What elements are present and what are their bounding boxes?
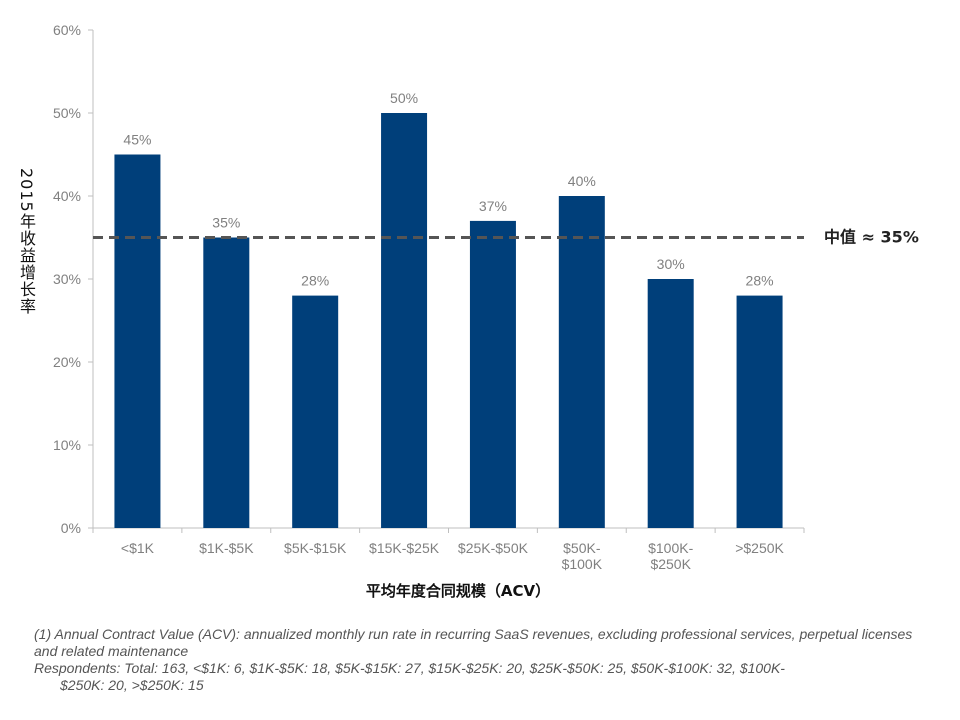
x-axis-title: 平均年度合同规模（ACV） — [366, 582, 550, 600]
y-tick-label: 60% — [53, 22, 81, 38]
footnotes: (1) Annual Contract Value (ACV): annuali… — [34, 626, 934, 694]
x-category-label: $25K-$50K — [458, 540, 529, 556]
y-tick-label: 10% — [53, 437, 81, 453]
x-category-label: $1K-$5K — [199, 540, 254, 556]
bar-data-label: 45% — [123, 132, 151, 148]
bar — [647, 279, 694, 528]
data-labels: 45% 35% 28% 50% 37% 40% 30% 28% — [123, 90, 773, 289]
y-axis-title: 2015年收益增长率 — [17, 168, 36, 315]
bar — [736, 295, 783, 528]
bar — [292, 295, 339, 528]
bar-data-label: 30% — [657, 256, 685, 272]
bars — [114, 113, 783, 528]
median-label: 中值 ≈ 35% — [824, 228, 919, 247]
y-tick-label: 20% — [53, 354, 81, 370]
y-axis: 0% 10% 20% 30% 40% 50% 60% — [53, 22, 94, 536]
bar-chart: 0% 10% 20% 30% 40% 50% 60% <$1K $1K-$5K $5K-$15K… — [53, 22, 919, 600]
y-tick-label: 50% — [53, 105, 81, 121]
x-category-label: <$1K — [121, 540, 155, 556]
y-tick-label: 40% — [53, 188, 81, 204]
footnote-respondents-line-1: Respondents: Total: 163, <$1K: 6, $1K-$5… — [34, 660, 785, 676]
bar — [558, 196, 605, 528]
x-category-label: $15K-$25K — [369, 540, 440, 556]
bar-data-label: 37% — [479, 198, 507, 214]
footnote-respondents-line-2: $250K: 20, >$250K: 15 — [60, 677, 204, 693]
bar-data-label: 28% — [301, 273, 329, 289]
y-tick-label: 30% — [53, 271, 81, 287]
x-category-label: $100K-$250K — [648, 540, 693, 572]
footnote-acv-definition: (1) Annual Contract Value (ACV): annuali… — [34, 626, 913, 659]
bar — [381, 113, 428, 528]
bar-data-label: 35% — [212, 215, 240, 231]
bar-data-label: 50% — [390, 90, 418, 106]
x-category-label: $5K-$15K — [284, 540, 347, 556]
x-category-label: $50K-$100K — [562, 540, 603, 572]
bar — [469, 220, 516, 528]
bar — [203, 237, 250, 528]
bar — [114, 154, 161, 528]
x-axis: <$1K $1K-$5K $5K-$15K $15K-$25K $25K-$50K $50… — [92, 527, 805, 572]
bar-data-label: 40% — [568, 173, 596, 189]
y-tick-label: 0% — [61, 520, 81, 536]
median-line-group: 中值 ≈ 35% — [93, 228, 919, 247]
x-category-label: >$250K — [735, 540, 784, 556]
bar-data-label: 28% — [746, 273, 774, 289]
